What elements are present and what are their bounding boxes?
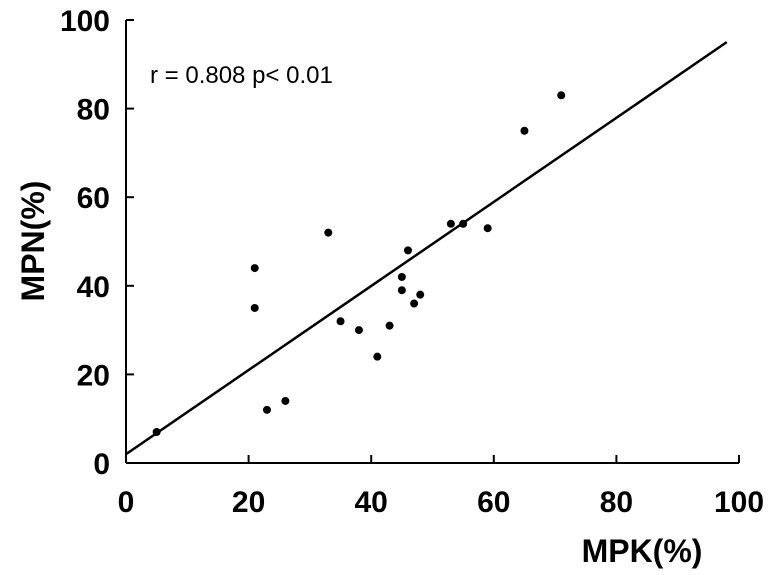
data-point — [354, 326, 363, 335]
data-point — [520, 126, 529, 135]
x-tick-label: 100 — [714, 486, 764, 519]
data-point — [281, 396, 290, 405]
data-point — [250, 303, 259, 312]
data-point — [262, 405, 271, 414]
data-point — [403, 246, 412, 255]
data-point — [410, 299, 419, 308]
y-tick-label: 40 — [77, 271, 110, 304]
data-point — [152, 427, 161, 436]
plot-area: 0 20 40 60 80 100 0 20 40 60 80 100 — [60, 5, 764, 519]
y-axis-title: MPN(%) — [15, 181, 51, 302]
x-tick-label: 60 — [477, 486, 510, 519]
data-point — [397, 272, 406, 281]
data-point — [446, 219, 455, 228]
data-point — [373, 352, 382, 361]
data-point — [250, 264, 259, 273]
x-axis-title: MPK(%) — [582, 533, 703, 569]
data-point — [416, 290, 425, 299]
data-point — [557, 91, 566, 100]
data-point — [336, 317, 345, 326]
y-tick-label: 0 — [93, 448, 110, 481]
x-tick-label: 80 — [600, 486, 633, 519]
y-tick-label: 60 — [77, 182, 110, 215]
y-tick-label: 80 — [77, 94, 110, 127]
y-tick-label: 100 — [60, 5, 110, 38]
data-point — [385, 321, 394, 330]
regression-line — [125, 41, 728, 456]
y-tick-label: 20 — [77, 359, 110, 392]
x-tick-label: 0 — [118, 486, 135, 519]
x-tick-label: 20 — [232, 486, 265, 519]
data-point — [459, 219, 468, 228]
x-tick-label: 40 — [355, 486, 388, 519]
data-point — [324, 228, 333, 237]
data-point — [397, 286, 406, 295]
data-point — [483, 224, 492, 233]
annotation-text: r = 0.808 p< 0.01 — [150, 62, 333, 89]
